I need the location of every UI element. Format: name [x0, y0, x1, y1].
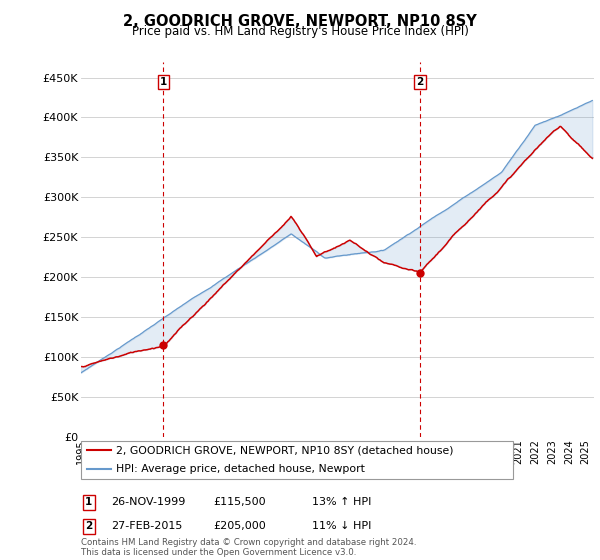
- Text: £205,000: £205,000: [213, 521, 266, 531]
- Text: 1: 1: [160, 77, 167, 87]
- Text: £115,500: £115,500: [213, 497, 266, 507]
- Text: 13% ↑ HPI: 13% ↑ HPI: [312, 497, 371, 507]
- Text: 2, GOODRICH GROVE, NEWPORT, NP10 8SY (detached house): 2, GOODRICH GROVE, NEWPORT, NP10 8SY (de…: [116, 445, 453, 455]
- Text: 11% ↓ HPI: 11% ↓ HPI: [312, 521, 371, 531]
- Text: 2, GOODRICH GROVE, NEWPORT, NP10 8SY: 2, GOODRICH GROVE, NEWPORT, NP10 8SY: [123, 14, 477, 29]
- Text: 2: 2: [85, 521, 92, 531]
- Text: 1: 1: [85, 497, 92, 507]
- Text: Price paid vs. HM Land Registry's House Price Index (HPI): Price paid vs. HM Land Registry's House …: [131, 25, 469, 38]
- Text: Contains HM Land Registry data © Crown copyright and database right 2024.
This d: Contains HM Land Registry data © Crown c…: [81, 538, 416, 557]
- Text: 2: 2: [416, 77, 424, 87]
- Text: 27-FEB-2015: 27-FEB-2015: [111, 521, 182, 531]
- Text: 26-NOV-1999: 26-NOV-1999: [111, 497, 185, 507]
- FancyBboxPatch shape: [81, 441, 513, 479]
- Text: HPI: Average price, detached house, Newport: HPI: Average price, detached house, Newp…: [116, 464, 364, 474]
